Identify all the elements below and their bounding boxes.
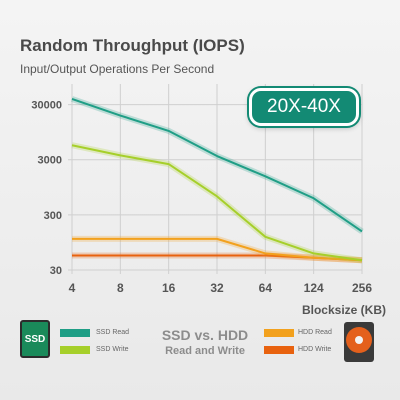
- x-tick-label: 124: [304, 281, 324, 295]
- x-tick-label: 256: [352, 281, 372, 295]
- legend-label-hdd-write: HDD Write: [298, 346, 332, 353]
- series-line-ssd-read: [71, 97, 363, 233]
- legend-swatch-hdd-read: [264, 329, 294, 337]
- hdd-hub: [355, 336, 363, 344]
- caption-line-1: SSD vs. HDD: [161, 327, 249, 343]
- legend-swatch-ssd-read: [60, 329, 90, 337]
- x-tick-label: 64: [259, 281, 273, 295]
- y-tick-label: 30: [50, 265, 62, 277]
- y-tick-label: 30000: [31, 100, 62, 112]
- caption-line-2: Read and Write: [165, 345, 245, 357]
- x-tick-label: 32: [210, 281, 224, 295]
- ssd-icon: SSD: [20, 320, 50, 358]
- chart-title: Random Throughput (IOPS): [20, 36, 245, 55]
- series-line-hdd-read: [72, 237, 363, 262]
- y-tick-label: 300: [44, 210, 62, 222]
- ratio-badge: 20X-40X: [249, 88, 359, 126]
- series-line-ssd-write: [71, 144, 363, 262]
- legend-label-hdd-read: HDD Read: [298, 329, 332, 336]
- x-axis-label: Blocksize (KB): [301, 303, 386, 317]
- legend-swatch-hdd-write: [264, 346, 294, 354]
- hdd-icon: [344, 322, 374, 362]
- legend-label-ssd-read: SSD Read: [96, 329, 130, 336]
- x-tick-label: 8: [117, 281, 124, 295]
- legend-label-ssd-write: SSD Write: [96, 346, 129, 353]
- comparison-caption: SSD vs. HDD Read and Write: [140, 327, 270, 357]
- chart-subtitle: Input/Output Operations Per Second: [20, 62, 215, 76]
- legend-swatch-ssd-write: [60, 346, 90, 354]
- x-tick-label: 16: [162, 281, 176, 295]
- y-tick-label: 3000: [38, 155, 62, 167]
- x-tick-label: 4: [69, 281, 76, 295]
